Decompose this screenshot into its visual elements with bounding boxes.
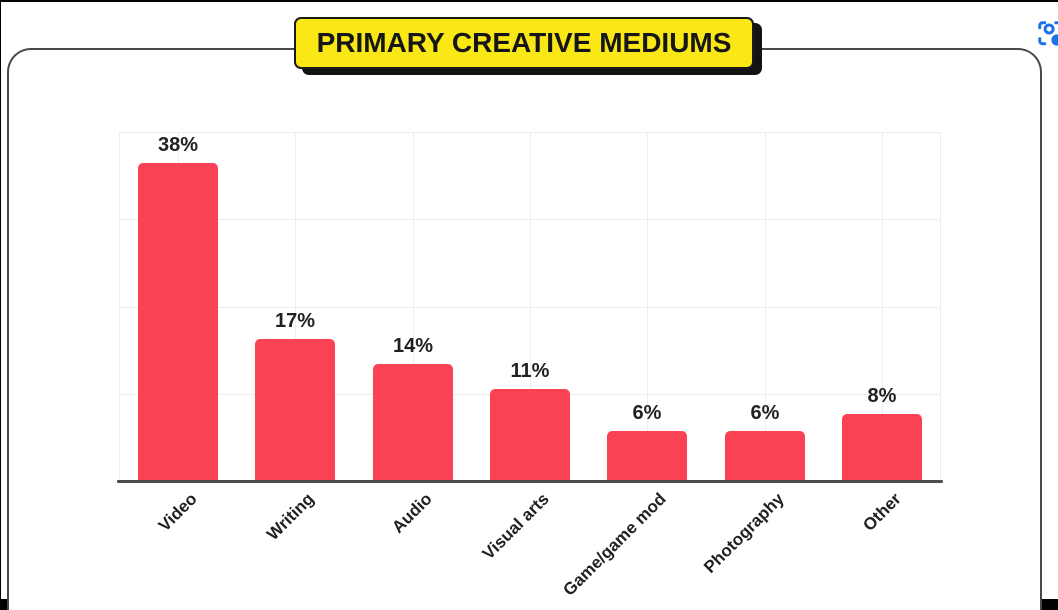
- chart-bar-writing: [255, 339, 335, 481]
- frame-top-edge: [0, 0, 1058, 2]
- bar-value-label: 6%: [750, 402, 780, 424]
- bar-value-label: 8%: [867, 385, 897, 407]
- gridline-vertical: [295, 132, 296, 481]
- gridline-vertical: [882, 132, 883, 481]
- bar-value-label: 38%: [157, 134, 199, 156]
- frame-left-edge: [0, 0, 1, 610]
- gridline-vertical: [530, 132, 531, 481]
- chart-bar-game-game-mod: [607, 431, 687, 481]
- chart-bar-audio: [373, 364, 453, 481]
- chart-title: PRIMARY CREATIVE MEDIUMS: [316, 27, 732, 58]
- bar-value-label: 6%: [632, 402, 662, 424]
- chart-bar-other: [842, 414, 922, 481]
- chart-bar-video: [138, 163, 218, 481]
- x-axis-line: [117, 480, 943, 483]
- title-banner: PRIMARY CREATIVE MEDIUMS: [294, 17, 754, 69]
- gridline-vertical: [413, 132, 414, 481]
- chart-bar-visual-arts: [490, 389, 570, 481]
- bar-value-label: 17%: [274, 310, 316, 332]
- gridline-vertical: [765, 132, 766, 481]
- bar-value-label: 14%: [392, 335, 434, 357]
- lens-capture-icon[interactable]: [1036, 19, 1058, 49]
- gridline-vertical: [647, 132, 648, 481]
- bar-value-label: 11%: [510, 360, 550, 382]
- chart-bar-photography: [725, 431, 805, 481]
- lens-capture-icon-svg: [1038, 21, 1058, 46]
